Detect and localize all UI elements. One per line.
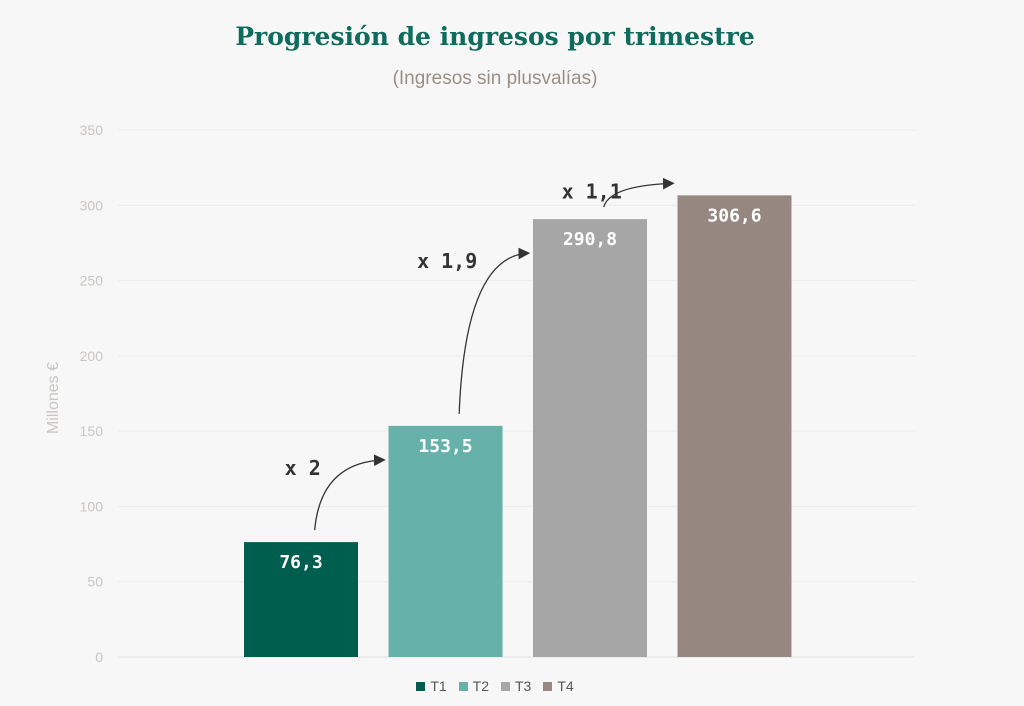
bar-t3 [533,219,647,657]
y-axis-label: Millones € [45,362,62,434]
growth-arrow [603,177,675,208]
y-tick-label: 50 [87,574,103,590]
growth-multiplier: x 2 [285,456,321,480]
bar-t1 [244,542,358,657]
legend-item: T2 [458,678,489,694]
chart-title: Progresión de ingresos por trimestre [235,22,755,51]
data-label: 153,5 [418,436,472,457]
y-tick-label: 300 [80,197,104,213]
data-label: 306,6 [707,205,761,226]
legend-swatch [416,681,426,691]
bars [244,195,792,657]
growth-arrow [458,247,531,414]
y-tick-label: 200 [80,348,104,364]
legend: T1 T2 T3 T4 [0,678,990,694]
chart-subtitle: (Ingresos sin plusvalías) [392,68,598,89]
data-label: 76,3 [279,552,322,573]
y-axis-ticks: 0 50 100 150 200 250 300 350 [80,122,104,665]
legend-swatch [501,681,510,691]
legend-swatch [543,681,553,691]
growth-multiplier: x 1,1 [562,179,622,203]
legend-item: T4 [543,678,574,694]
y-tick-label: 250 [80,273,104,289]
legend-label: T2 [472,678,489,694]
data-label: 290,8 [563,229,617,250]
bar-t4 [677,195,792,657]
legend-swatch [458,681,468,691]
legend-label: T1 [430,678,447,694]
growth-arrow [314,454,386,531]
growth-annotations: x 2 x 1,9 x 1,1 [285,177,675,531]
growth-multiplier: x 1,9 [417,249,477,273]
legend-label: T3 [515,678,532,694]
legend-item: T3 [501,678,531,694]
legend-item: T1 [416,678,447,694]
bar-t2 [388,425,503,657]
gridlines [118,129,915,658]
y-tick-label: 0 [95,649,103,665]
y-tick-label: 100 [80,498,104,514]
data-labels: 76,3 153,5 290,8 306,6 [279,205,761,573]
legend-label: T4 [557,678,574,694]
y-tick-label: 350 [80,122,104,138]
y-tick-label: 150 [80,423,104,439]
